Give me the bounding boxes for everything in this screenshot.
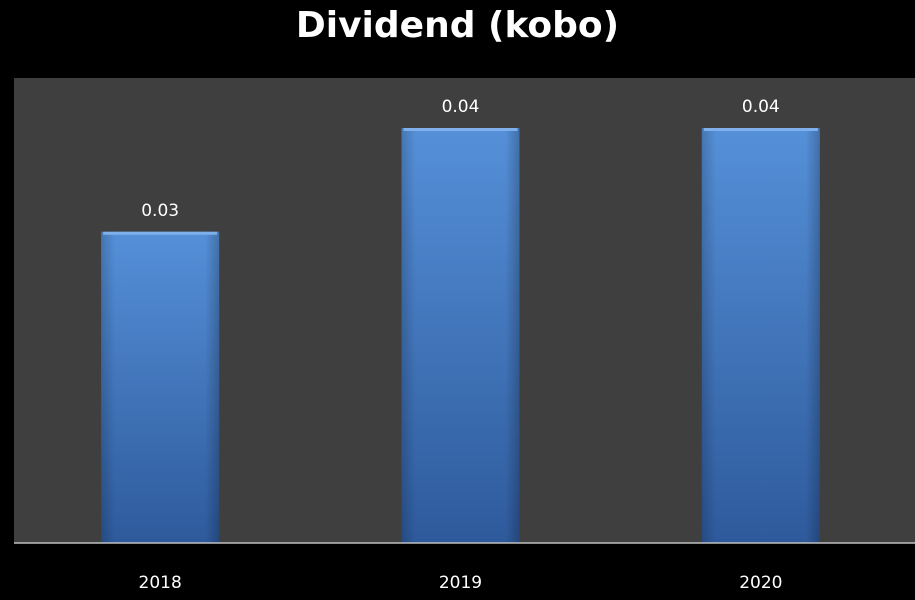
bar-highlight: [403, 128, 518, 131]
bar-2018: [101, 231, 220, 543]
bar-highlight: [703, 128, 818, 131]
x-tick-label: 2019: [439, 573, 482, 593]
x-tick-label: 2018: [139, 573, 182, 593]
bar-2019: [401, 128, 520, 543]
chart-title: Dividend (kobo): [295, 5, 620, 46]
bar-shading: [701, 128, 820, 543]
x-tick-label: 2020: [739, 573, 782, 593]
data-label: 0.04: [442, 97, 480, 117]
bar-2020: [701, 128, 820, 543]
bar-shading: [101, 231, 220, 543]
bar-shading: [401, 128, 520, 543]
bar-highlight: [103, 231, 218, 235]
data-label: 0.03: [141, 201, 179, 221]
data-label: 0.04: [742, 97, 780, 117]
